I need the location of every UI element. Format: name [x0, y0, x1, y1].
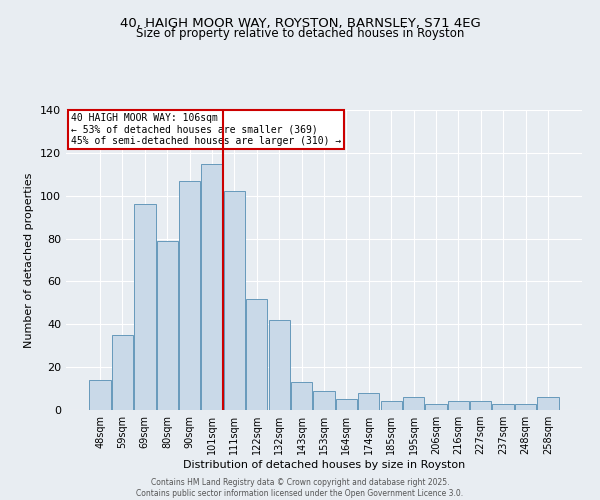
Bar: [470, 402, 491, 410]
Text: Size of property relative to detached houses in Royston: Size of property relative to detached ho…: [136, 28, 464, 40]
Bar: [358, 393, 379, 410]
Bar: [224, 192, 245, 410]
Bar: [157, 240, 178, 410]
Bar: [336, 400, 357, 410]
Text: 40 HAIGH MOOR WAY: 106sqm
← 53% of detached houses are smaller (369)
45% of semi: 40 HAIGH MOOR WAY: 106sqm ← 53% of detac…: [71, 113, 341, 146]
Text: Contains HM Land Registry data © Crown copyright and database right 2025.
Contai: Contains HM Land Registry data © Crown c…: [136, 478, 464, 498]
Bar: [179, 180, 200, 410]
Bar: [89, 380, 111, 410]
Bar: [134, 204, 155, 410]
Bar: [246, 298, 268, 410]
Bar: [448, 402, 469, 410]
Bar: [291, 382, 312, 410]
Bar: [403, 397, 424, 410]
Bar: [493, 404, 514, 410]
Bar: [313, 390, 335, 410]
X-axis label: Distribution of detached houses by size in Royston: Distribution of detached houses by size …: [183, 460, 465, 470]
Y-axis label: Number of detached properties: Number of detached properties: [25, 172, 34, 348]
Bar: [112, 335, 133, 410]
Bar: [515, 404, 536, 410]
Bar: [537, 397, 559, 410]
Text: 40, HAIGH MOOR WAY, ROYSTON, BARNSLEY, S71 4EG: 40, HAIGH MOOR WAY, ROYSTON, BARNSLEY, S…: [119, 18, 481, 30]
Bar: [202, 164, 223, 410]
Bar: [425, 404, 446, 410]
Bar: [269, 320, 290, 410]
Bar: [380, 402, 402, 410]
